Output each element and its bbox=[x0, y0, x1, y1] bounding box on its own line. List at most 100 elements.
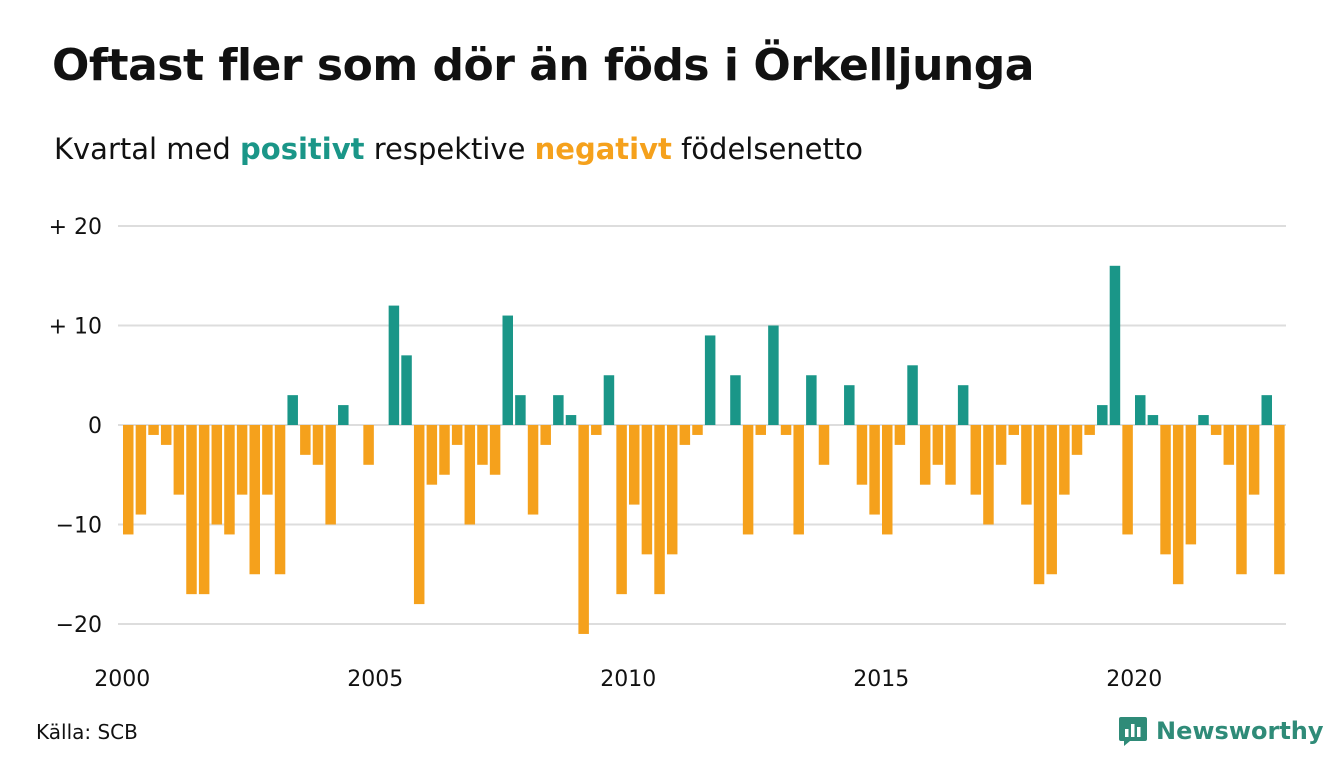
bar-negative bbox=[186, 425, 197, 595]
bar-positive bbox=[401, 355, 412, 425]
bar-negative bbox=[654, 425, 665, 595]
bar-negative bbox=[1248, 425, 1260, 495]
bar-negative bbox=[1172, 425, 1184, 585]
bar-negative bbox=[882, 425, 893, 535]
bar-negative bbox=[439, 425, 450, 475]
x-axis-ticks: 2000 2005 2010 2015 2020 bbox=[94, 667, 1162, 692]
bar-negative bbox=[755, 425, 766, 435]
bar-positive bbox=[730, 375, 741, 425]
bar-negative bbox=[489, 425, 501, 475]
x-tick-label: 2000 bbox=[94, 667, 150, 692]
x-tick-label: 2015 bbox=[853, 667, 909, 692]
bar-negative bbox=[312, 425, 324, 465]
x-tick-label: 2010 bbox=[600, 667, 656, 692]
bar-negative bbox=[983, 425, 994, 525]
bar-positive bbox=[565, 415, 577, 425]
bar-positive bbox=[1147, 415, 1159, 425]
x-tick-label: 2005 bbox=[347, 667, 403, 692]
bar-positive bbox=[768, 325, 779, 425]
x-tick-label: 2020 bbox=[1106, 667, 1162, 692]
y-tick-label: −10 bbox=[56, 514, 102, 539]
bar-negative bbox=[919, 425, 931, 485]
bar-negative bbox=[249, 425, 260, 575]
bar-negative bbox=[426, 425, 438, 485]
bar-negative bbox=[413, 425, 425, 605]
bar-positive bbox=[1109, 265, 1121, 425]
bar-negative bbox=[629, 425, 640, 505]
bar-negative bbox=[274, 425, 286, 575]
bar-negative bbox=[160, 425, 172, 445]
bar-negative bbox=[616, 425, 627, 595]
bar-negative bbox=[363, 425, 374, 465]
bar-positive bbox=[515, 395, 526, 425]
y-tick-label: 0 bbox=[88, 414, 102, 439]
bar-negative bbox=[173, 425, 185, 495]
bar-positive bbox=[844, 385, 855, 425]
bar-negative bbox=[679, 425, 691, 445]
bar-positive bbox=[1261, 395, 1272, 425]
bar-negative bbox=[135, 425, 147, 515]
bar-negative bbox=[464, 425, 476, 525]
subtitle-suffix: födelsenetto bbox=[671, 132, 863, 166]
bar-negative bbox=[325, 425, 336, 525]
bar-positive bbox=[603, 375, 615, 425]
bar-negative bbox=[527, 425, 539, 515]
y-tick-label: −20 bbox=[56, 613, 102, 638]
bar-negative bbox=[1084, 425, 1095, 435]
newsworthy-logo-icon bbox=[1119, 717, 1147, 746]
subtitle-positive-word: positivt bbox=[240, 132, 365, 166]
bar-positive bbox=[806, 375, 817, 425]
bar-negative bbox=[793, 425, 804, 535]
bar-negative bbox=[591, 425, 602, 435]
bar-negative bbox=[1160, 425, 1171, 555]
bar-negative bbox=[1008, 425, 1019, 435]
source-note: Källa: SCB bbox=[36, 720, 138, 744]
bar-positive bbox=[704, 335, 716, 425]
bar-negative bbox=[945, 425, 956, 485]
bar-positive bbox=[907, 365, 918, 425]
subtitle-negative-word: negativt bbox=[534, 132, 672, 166]
bar-negative bbox=[148, 425, 159, 435]
bar-negative bbox=[780, 425, 792, 435]
bar-negative bbox=[932, 425, 944, 465]
y-tick-label: + 20 bbox=[49, 215, 102, 240]
bar-positive bbox=[338, 405, 349, 425]
bar-positive bbox=[553, 395, 564, 425]
subtitle-prefix: Kvartal med bbox=[54, 132, 241, 166]
bar-negative bbox=[1021, 425, 1032, 505]
bar-negative bbox=[1046, 425, 1057, 575]
bar-negative bbox=[1236, 425, 1247, 575]
bar-negative bbox=[1274, 425, 1285, 575]
bar-negative bbox=[300, 425, 311, 455]
bar-negative bbox=[1185, 425, 1197, 545]
y-axis-ticks: + 20 + 10 0 −10 −20 bbox=[49, 215, 102, 638]
bar-negative bbox=[869, 425, 880, 515]
brand-name: Newsworthy bbox=[1156, 717, 1324, 745]
bar-negative bbox=[692, 425, 703, 435]
bar-negative bbox=[818, 425, 830, 465]
bar-negative bbox=[224, 425, 235, 535]
bar-positive bbox=[287, 395, 298, 425]
bar-negative bbox=[1071, 425, 1083, 455]
brand-logo: Newsworthy bbox=[1118, 714, 1324, 748]
subtitle-middle: respektive bbox=[364, 132, 535, 166]
bar-negative bbox=[641, 425, 653, 555]
bar-negative bbox=[742, 425, 754, 535]
bar-negative bbox=[262, 425, 273, 495]
bar-negative bbox=[578, 425, 589, 634]
bar-positive bbox=[1135, 395, 1146, 425]
chart-title: Oftast fler som dör än föds i Örkelljung… bbox=[52, 40, 1034, 91]
bar-negative bbox=[995, 425, 1007, 465]
bar-negative bbox=[198, 425, 210, 595]
bar-negative bbox=[1122, 425, 1133, 535]
bar-negative bbox=[236, 425, 248, 495]
bar-negative bbox=[451, 425, 463, 445]
bar-negative bbox=[123, 425, 134, 535]
bar-positive bbox=[957, 385, 969, 425]
bar-negative bbox=[856, 425, 868, 485]
bar-negative bbox=[970, 425, 982, 495]
bar-positive bbox=[1198, 415, 1209, 425]
y-tick-label: + 10 bbox=[49, 315, 102, 340]
bar-negative bbox=[477, 425, 488, 465]
